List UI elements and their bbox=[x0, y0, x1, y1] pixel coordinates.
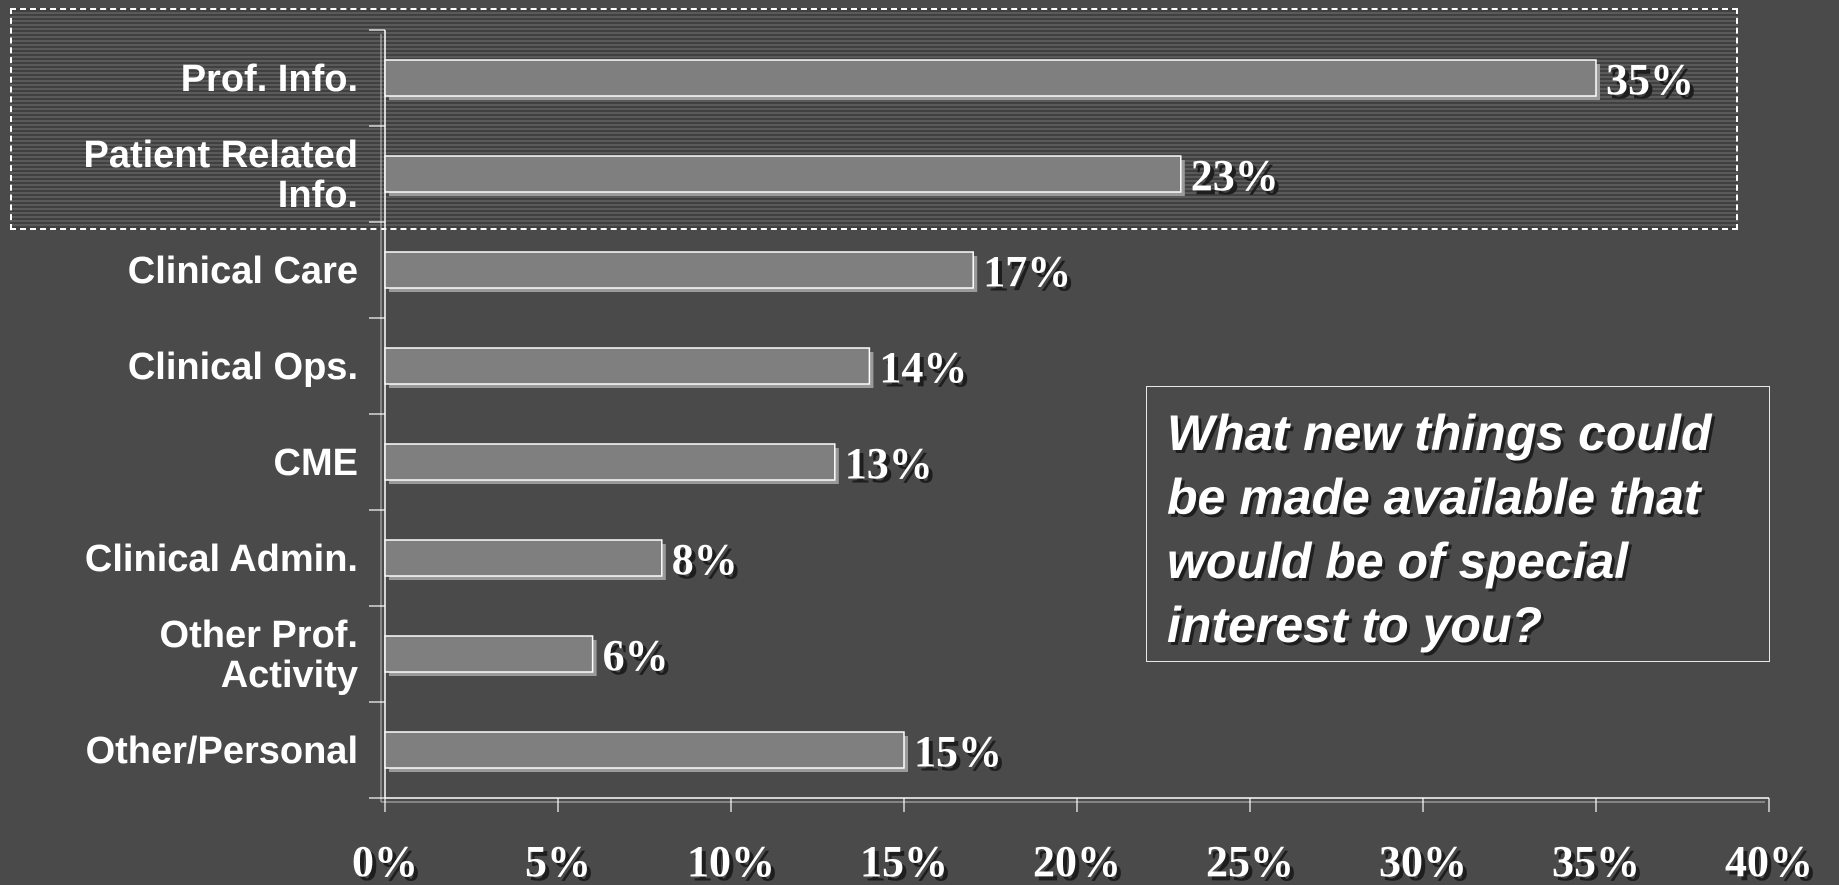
category-label: Clinical Admin. bbox=[85, 538, 358, 580]
question-line: be made available that bbox=[1167, 469, 1701, 525]
x-tick-label: 15% bbox=[860, 837, 948, 885]
x-tick-label: 10% bbox=[687, 837, 775, 885]
bar bbox=[384, 731, 905, 769]
x-tick-label-shadow: 5% bbox=[529, 841, 595, 885]
value-label-shadow: 15% bbox=[918, 731, 1006, 780]
value-label-shadow: 23% bbox=[1195, 155, 1283, 204]
value-label: 13% bbox=[845, 439, 933, 488]
x-tick-label: 25% bbox=[1206, 837, 1294, 885]
category-label: Other Prof. bbox=[160, 614, 358, 656]
category-label: Activity bbox=[221, 654, 358, 696]
question-text: What new things could be made available … bbox=[1167, 401, 1749, 657]
x-tick-label: 5% bbox=[525, 837, 591, 885]
x-tick-label-shadow: 0% bbox=[356, 841, 422, 885]
bar bbox=[384, 155, 1182, 193]
category-label: CME bbox=[274, 442, 358, 484]
value-label-shadow: 6% bbox=[607, 635, 673, 684]
value-label: 23% bbox=[1191, 151, 1279, 200]
category-label: Patient Related bbox=[83, 134, 358, 176]
x-tick-label: 20% bbox=[1033, 837, 1121, 885]
x-tick-label-shadow: 25% bbox=[1210, 841, 1298, 885]
category-label: Clinical Ops. bbox=[128, 346, 358, 388]
category-label: Other/Personal bbox=[86, 730, 358, 772]
value-label: 8% bbox=[672, 535, 738, 584]
x-tick-label-shadow: 40% bbox=[1729, 841, 1817, 885]
category-label: Info. bbox=[278, 174, 358, 216]
x-tick-label-shadow: 20% bbox=[1037, 841, 1125, 885]
value-label: 35% bbox=[1606, 55, 1694, 104]
x-tick-label-shadow: 35% bbox=[1556, 841, 1644, 885]
value-label-shadow: 35% bbox=[1610, 59, 1698, 108]
x-tick-label: 40% bbox=[1725, 837, 1813, 885]
value-label-shadow: 14% bbox=[883, 347, 971, 396]
value-label: 6% bbox=[603, 631, 669, 680]
bar bbox=[384, 347, 871, 385]
question-line: would be of special bbox=[1167, 533, 1629, 589]
x-tick-label: 30% bbox=[1379, 837, 1467, 885]
chart-labels: 0%0% 5%5% 10%10% 15%15% 20%20% 25%25% 30%30% 35… bbox=[83, 55, 1817, 885]
category-label: Clinical Care bbox=[128, 250, 358, 292]
x-tick-label: 35% bbox=[1552, 837, 1640, 885]
x-tick-label-shadow: 15% bbox=[864, 841, 952, 885]
question-line: interest to you? bbox=[1167, 597, 1543, 653]
question-line: What new things could bbox=[1167, 405, 1712, 461]
bar bbox=[384, 539, 663, 577]
value-label-shadow: 13% bbox=[849, 443, 937, 492]
x-tick-label: 0% bbox=[352, 837, 418, 885]
question-box: What new things could be made available … bbox=[1146, 386, 1770, 662]
value-label-shadow: 17% bbox=[987, 251, 1075, 300]
x-tick-label-shadow: 30% bbox=[1383, 841, 1471, 885]
bar bbox=[384, 635, 594, 673]
x-tick-label-shadow: 10% bbox=[691, 841, 779, 885]
value-label: 17% bbox=[983, 247, 1071, 296]
bar bbox=[384, 443, 836, 481]
category-label: Prof. Info. bbox=[181, 58, 358, 100]
value-label: 15% bbox=[914, 727, 1002, 776]
bar bbox=[384, 251, 974, 289]
value-label-shadow: 8% bbox=[676, 539, 742, 588]
chart-bars bbox=[384, 59, 1600, 772]
bar bbox=[384, 59, 1597, 97]
value-label: 14% bbox=[879, 343, 967, 392]
